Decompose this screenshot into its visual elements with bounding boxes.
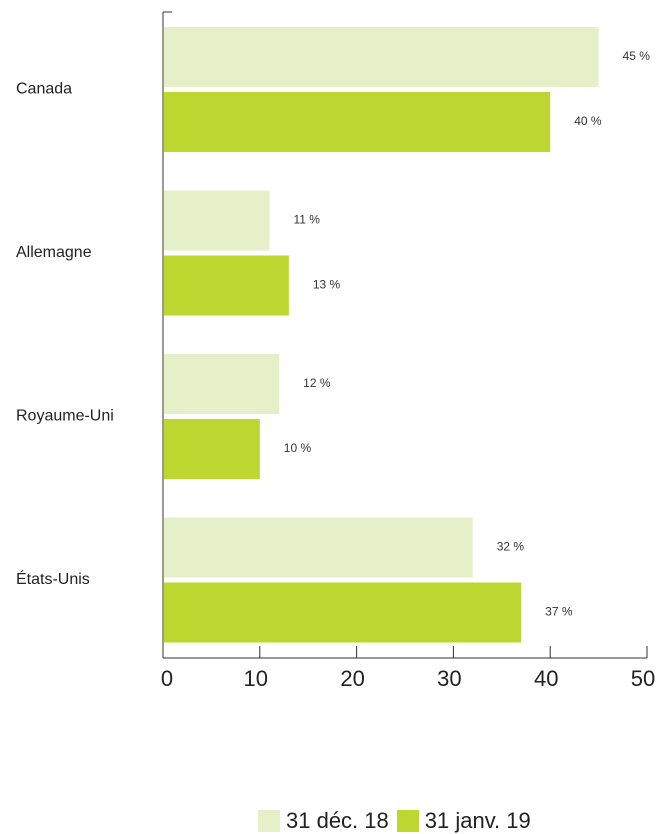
data-label: 40 % <box>574 114 602 128</box>
x-tick-label: 30 <box>437 666 461 691</box>
x-tick-label: 20 <box>340 666 364 691</box>
legend-swatch-series-1 <box>258 810 280 832</box>
data-label: 45 % <box>623 49 651 63</box>
category-label: États-Unis <box>16 569 90 588</box>
data-label: 37 % <box>545 605 573 619</box>
data-label: 32 % <box>497 540 525 554</box>
labels-layer: Canada 45 % 40 % Allemagne 11 % 13 % Royaume-U… <box>16 49 650 619</box>
data-label: 10 % <box>284 441 312 455</box>
category-label: Allemagne <box>16 244 92 261</box>
bar-series-1 <box>164 517 473 578</box>
legend-label-series-2: 31 janv. 19 <box>424 808 531 833</box>
bar-series-2 <box>164 582 522 643</box>
bar-series-1 <box>164 190 270 251</box>
bar-series-2 <box>164 92 551 152</box>
legend-swatch-series-2 <box>396 810 419 832</box>
data-label: 12 % <box>303 376 331 390</box>
axes-layer: 0 10 20 30 40 50 <box>161 11 655 691</box>
data-label: 11 % <box>293 213 320 227</box>
category-label: Royaume-Uni <box>16 408 114 425</box>
x-tick-label: 10 <box>244 666 268 691</box>
bar-series-1 <box>164 27 599 87</box>
legend-item-series-2: 31 janv. 19 <box>396 808 531 834</box>
x-tick-label: 50 <box>631 666 655 691</box>
data-label: 13 % <box>313 278 341 292</box>
legend-label-series-1: 31 déc. 18 <box>286 808 389 833</box>
chart-legend: 31 déc. 18 31 janv. 19 <box>258 808 531 834</box>
bar-series-1 <box>164 354 280 414</box>
legend-item-series-1: 31 déc. 18 <box>258 808 389 834</box>
bars-layer <box>164 27 599 643</box>
x-tick-label: 0 <box>161 666 173 691</box>
x-tick-label: 40 <box>534 666 558 691</box>
category-label: Canada <box>16 81 72 98</box>
bar-series-2 <box>164 419 260 479</box>
bar-series-2 <box>164 255 289 316</box>
